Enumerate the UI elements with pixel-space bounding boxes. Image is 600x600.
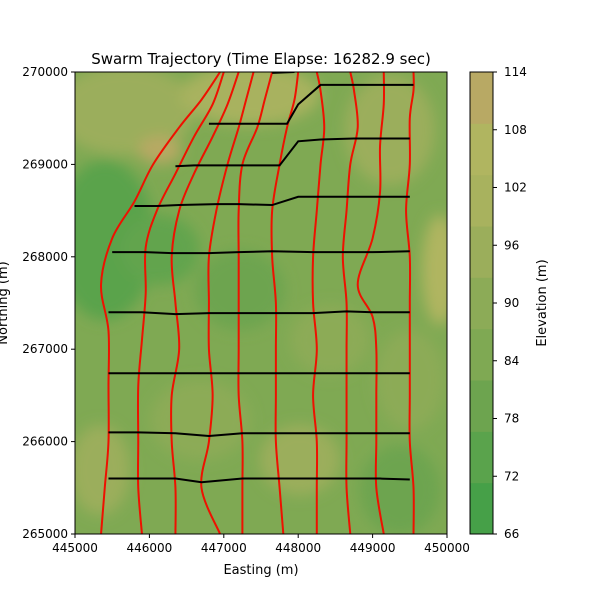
trajectory-lines bbox=[100, 72, 415, 534]
trajectory-line-3 bbox=[170, 72, 240, 534]
plot-area bbox=[75, 72, 447, 534]
x-tick-label: 447000 bbox=[201, 541, 247, 555]
plot-frame bbox=[74, 71, 448, 535]
terrain-high-southwest bbox=[75, 425, 130, 515]
colorbar-band bbox=[470, 72, 493, 124]
swarm-front-8 bbox=[208, 83, 414, 125]
trajectory-line-9 bbox=[356, 72, 386, 534]
trajectory-line-4 bbox=[200, 72, 255, 534]
trajectory-line-8 bbox=[341, 72, 359, 534]
y-tick-label: 267000 bbox=[22, 342, 68, 356]
colorbar bbox=[470, 72, 493, 535]
x-tick-label: 448000 bbox=[275, 541, 321, 555]
trajectory-line-10 bbox=[405, 72, 415, 534]
swarm-front-1 bbox=[108, 477, 410, 484]
terrain-high-east bbox=[422, 215, 447, 325]
x-tick-label: 449000 bbox=[350, 541, 396, 555]
colorbar-label: Elevation (m) bbox=[535, 259, 550, 346]
colorbar-tick-label: 84 bbox=[504, 354, 519, 368]
y-tick-label: 266000 bbox=[22, 435, 68, 449]
y-axis-label: Northing (m) bbox=[0, 261, 11, 344]
colorbar-band bbox=[470, 380, 493, 432]
x-axis-ticks: 445000 446000 447000 448000 449000 450000 bbox=[52, 534, 470, 555]
colorbar-band bbox=[470, 226, 493, 278]
colorbar-band bbox=[470, 328, 493, 381]
y-tick-label: 268000 bbox=[22, 250, 68, 264]
terrain-high-north bbox=[180, 72, 320, 125]
colorbar-ticks: 66 72 78 84 90 96 102 108 114 bbox=[493, 65, 527, 541]
terrain-peak bbox=[138, 136, 182, 164]
swarm-front-4 bbox=[108, 310, 410, 316]
colorbar-tick-label: 72 bbox=[504, 469, 519, 483]
trajectory-line-7 bbox=[311, 72, 326, 534]
x-tick-label: 445000 bbox=[52, 541, 98, 555]
terrain-low-west-2 bbox=[120, 215, 200, 285]
terrain-mid-center bbox=[290, 305, 370, 375]
y-axis-ticks: 265000 266000 267000 268000 269000 270000 bbox=[22, 65, 75, 541]
terrain-high-northwest bbox=[75, 72, 195, 155]
colorbar-tick-label: 78 bbox=[504, 412, 519, 426]
x-tick-label: 446000 bbox=[126, 541, 172, 555]
colorbar-band bbox=[470, 431, 493, 484]
y-tick-label: 270000 bbox=[22, 65, 68, 79]
terrain-low-center bbox=[195, 250, 285, 330]
trajectory-line-2 bbox=[136, 72, 225, 534]
trajectory-line-5 bbox=[237, 72, 274, 534]
colorbar-tick-label: 96 bbox=[504, 238, 519, 252]
terrain-mid-south bbox=[150, 380, 250, 460]
y-tick-label: 269000 bbox=[22, 157, 68, 171]
swarm-front-7 bbox=[175, 137, 410, 168]
colorbar-tick-label: 102 bbox=[504, 181, 527, 195]
colorbar-band bbox=[470, 277, 493, 330]
terrain-low-southeast bbox=[360, 445, 440, 534]
colorbar-band bbox=[470, 174, 493, 227]
colorbar-tick-label: 114 bbox=[504, 65, 527, 79]
colorbar-tick-label: 90 bbox=[504, 296, 519, 310]
colorbar-tick-label: 66 bbox=[504, 527, 519, 541]
swarm-front-6 bbox=[134, 195, 410, 207]
y-tick-label: 265000 bbox=[22, 527, 68, 541]
chart-title: Swarm Trajectory (Time Elapse: 16282.9 s… bbox=[91, 50, 431, 68]
swarm-front-5 bbox=[112, 250, 410, 255]
colorbar-tick-label: 108 bbox=[504, 123, 527, 137]
swarm-fronts bbox=[108, 72, 414, 484]
x-axis-label: Easting (m) bbox=[223, 563, 298, 578]
terrain-high-south bbox=[260, 425, 340, 495]
trajectory-line-1 bbox=[100, 72, 221, 534]
swarm-front-2 bbox=[108, 431, 410, 438]
trajectory-line-6 bbox=[270, 72, 300, 534]
x-tick-label: 450000 bbox=[424, 541, 470, 555]
colorbar-band bbox=[470, 123, 493, 176]
colorbar-band bbox=[470, 482, 493, 535]
